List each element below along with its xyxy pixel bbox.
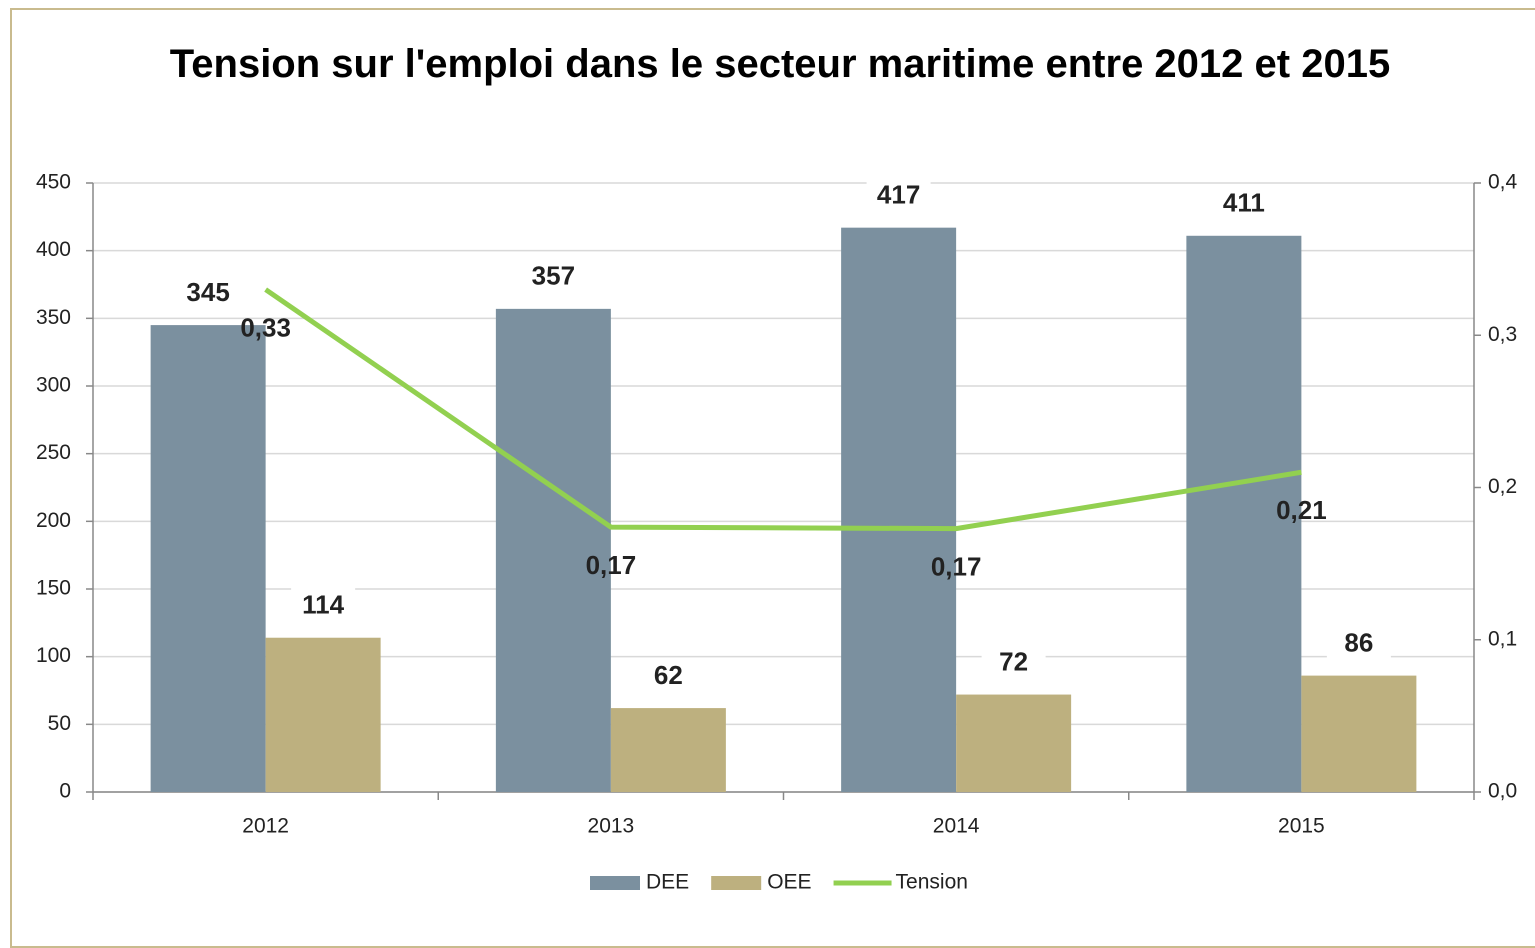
bar bbox=[956, 694, 1072, 792]
value-label-bg bbox=[291, 587, 356, 624]
bar bbox=[1186, 235, 1302, 792]
y-tick-label: 450 bbox=[36, 171, 71, 194]
bar bbox=[610, 708, 726, 792]
chart-title: Tension sur l'emploi dans le secteur mar… bbox=[169, 42, 1391, 86]
chart: 0 50 100 150 200 250 300 350 400 450 0,0 0,1 0,2 0,3 0… bbox=[36, 171, 1518, 894]
value-label: 62 bbox=[654, 660, 683, 690]
x-tick-label: 2013 bbox=[588, 815, 635, 838]
x-tick-label: 2015 bbox=[1278, 815, 1325, 838]
value-label: 86 bbox=[1344, 627, 1373, 657]
bar bbox=[495, 308, 611, 792]
value-label-bg bbox=[176, 275, 241, 312]
y-tick-label: 350 bbox=[36, 306, 71, 329]
value-label: 417 bbox=[877, 180, 920, 210]
bar bbox=[265, 637, 381, 792]
value-label-bg bbox=[521, 258, 586, 295]
legend-label: OEE bbox=[767, 871, 811, 894]
line-series bbox=[264, 287, 1302, 532]
value-label: 114 bbox=[302, 590, 344, 620]
y2-tick-label: 0,1 bbox=[1488, 627, 1517, 650]
y-tick-label: 50 bbox=[48, 712, 71, 735]
y2-tick-label: 0,3 bbox=[1488, 323, 1517, 346]
value-label-bg bbox=[981, 644, 1046, 681]
y2-tick-label: 0,4 bbox=[1488, 171, 1518, 194]
value-label-bg bbox=[636, 658, 701, 695]
value-label-bg bbox=[866, 177, 931, 214]
value-label: 345 bbox=[186, 277, 229, 307]
bar bbox=[841, 227, 957, 792]
value-label: 357 bbox=[532, 261, 575, 291]
bar bbox=[150, 325, 266, 792]
page: {"chart_data": {"type": "bar-line", "tit… bbox=[10, 8, 1535, 948]
y-tick-label: 400 bbox=[36, 238, 71, 261]
x-tick-label: 2012 bbox=[242, 815, 289, 838]
value-label: 0,17 bbox=[586, 550, 637, 580]
y-tick-label: 250 bbox=[36, 441, 71, 464]
y-tick-label: 200 bbox=[36, 509, 71, 532]
y2-tick-label: 0,2 bbox=[1488, 475, 1517, 498]
legend-swatch bbox=[590, 876, 640, 890]
y2-tick-label: 0,0 bbox=[1488, 780, 1517, 803]
y-tick-label: 300 bbox=[36, 374, 71, 397]
value-label-bg bbox=[1326, 625, 1391, 662]
value-label: 0,33 bbox=[240, 312, 291, 342]
x-tick-label: 2014 bbox=[933, 815, 980, 838]
bar bbox=[1301, 675, 1417, 792]
value-label: 72 bbox=[999, 646, 1028, 676]
y-tick-label: 100 bbox=[36, 644, 71, 667]
value-label: 411 bbox=[1223, 188, 1265, 218]
y-tick-label: 0 bbox=[59, 780, 71, 803]
value-label-bg bbox=[1211, 185, 1276, 222]
value-label: 0,21 bbox=[1276, 495, 1327, 525]
legend-label: Tension bbox=[896, 871, 968, 894]
legend-swatch bbox=[711, 876, 762, 890]
legend-label: DEE bbox=[646, 871, 689, 894]
value-label: 0,17 bbox=[931, 551, 982, 581]
y-tick-label: 150 bbox=[36, 577, 71, 600]
